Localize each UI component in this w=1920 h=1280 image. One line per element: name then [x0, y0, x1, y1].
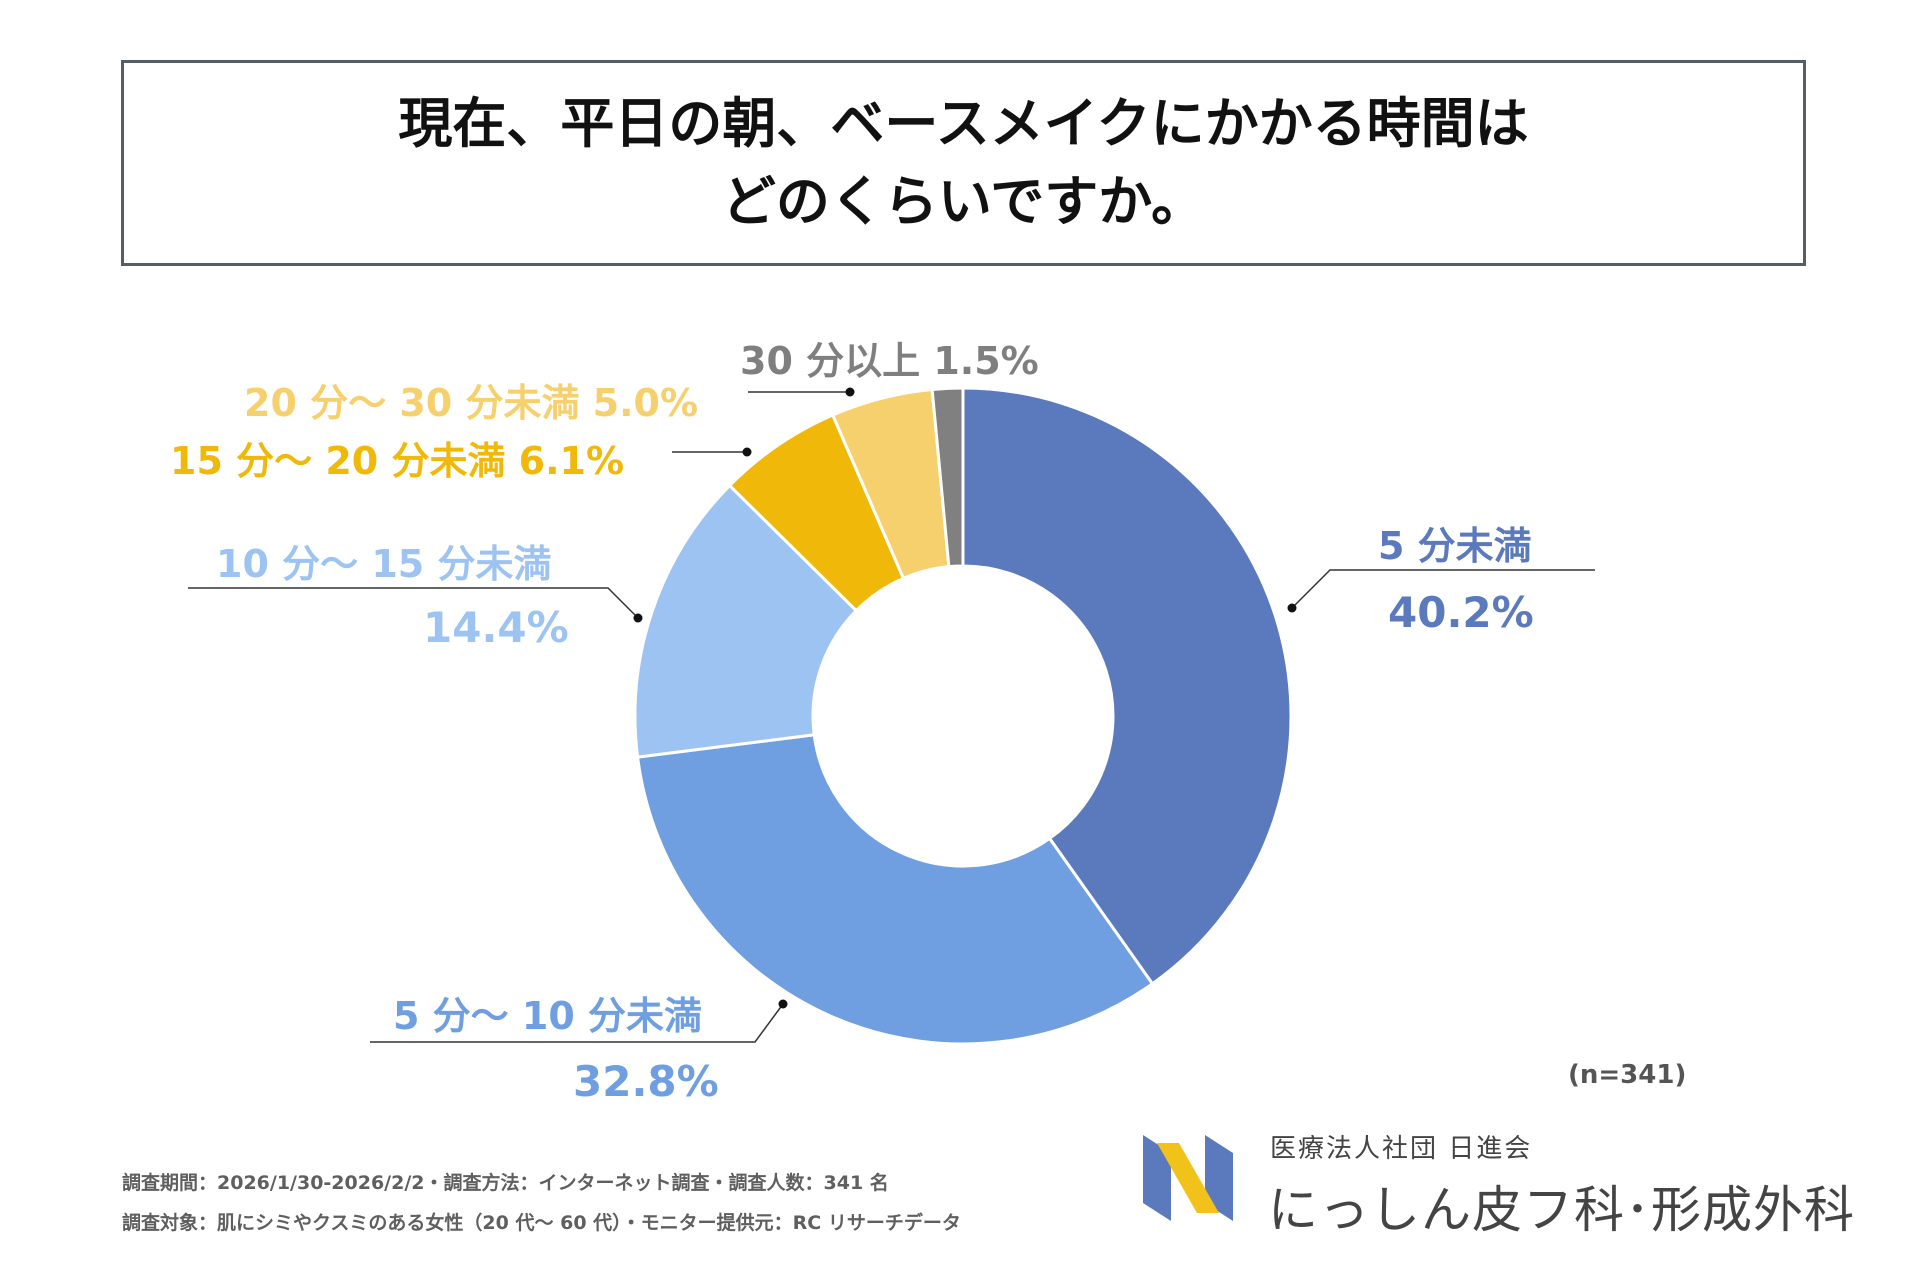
clinic-name: にっしん皮フ科･形成外科: [1268, 1181, 1855, 1239]
label-20-30min: 20 分～ 30 分未満 5.0%: [244, 381, 699, 425]
leader-dot-15-20min: [742, 447, 752, 457]
label-5min-name: 5 分未満: [1378, 524, 1532, 568]
clinic-logo-icon: [1143, 1135, 1233, 1221]
title-box: 現在、平日の朝、ベースメイクにかかる時間は どのくらいですか。: [121, 60, 1806, 266]
chart-title: 現在、平日の朝、ベースメイクにかかる時間は どのくらいですか。: [398, 85, 1528, 241]
label-5-10min-name: 5 分～ 10 分未満: [393, 994, 703, 1038]
title-line-1: 現在、平日の朝、ベースメイクにかかる時間は: [398, 92, 1529, 155]
label-15-20min: 15 分～ 20 分未満 6.1%: [170, 439, 625, 483]
donut-slice-5-10min: [635, 733, 1155, 1046]
label-30min-over: 30 分以上 1.5%: [740, 339, 1039, 383]
leader-dot-5-10min: [778, 999, 788, 1009]
org-corporation-name: 医療法人社団 日進会: [1270, 1134, 1533, 1164]
donut-slice-30min-over: [930, 386, 965, 569]
leader-dot-10-15min: [633, 613, 643, 623]
leader-line-5-10min: [370, 1003, 784, 1043]
label-10-15min-name: 10 分～ 15 分未満: [216, 542, 552, 586]
survey-notes: 調査期間：2026/1/30-2026/2/2・調査方法：インターネット調査・調…: [122, 1163, 961, 1243]
leader-line-10-15min: [188, 587, 639, 619]
survey-target-line: 調査対象：肌にシミやクスミのある女性（20 代～ 60 代）・モニター提供元：R…: [122, 1212, 961, 1234]
leader-dot-5min: [1287, 603, 1297, 613]
label-5-10min-value: 32.8%: [573, 1057, 719, 1106]
leader-dot-20-30min: [845, 387, 855, 397]
survey-period-line: 調査期間：2026/1/30-2026/2/2・調査方法：インターネット調査・調…: [122, 1172, 889, 1194]
leader-line-5min: [1291, 569, 1595, 609]
title-line-2: どのくらいですか。: [721, 170, 1206, 233]
donut-slice-5min: [961, 386, 1293, 986]
label-10-15min-value: 14.4%: [423, 603, 569, 652]
label-5min-value: 40.2%: [1388, 588, 1534, 637]
donut-slice-10-15min: [633, 483, 859, 759]
sample-size-note: (n=341): [1568, 1060, 1687, 1090]
